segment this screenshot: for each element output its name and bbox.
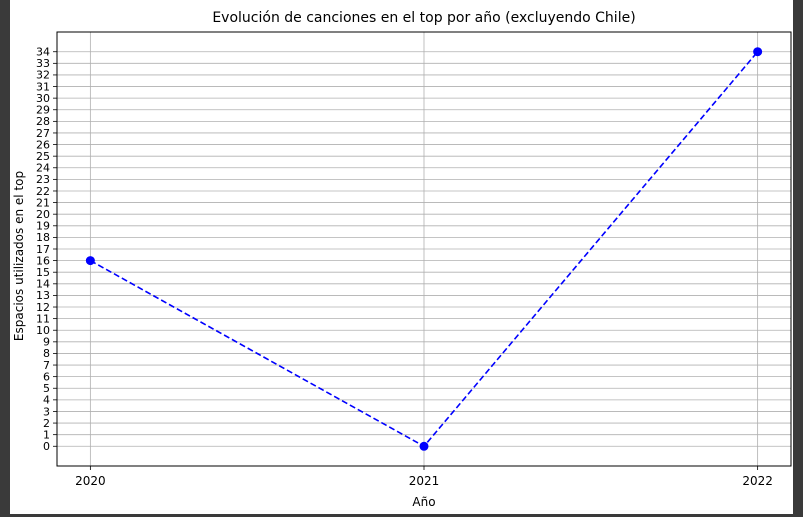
y-tick-label: 25 bbox=[36, 150, 50, 163]
y-axis-label: Espacios utilizados en el top bbox=[12, 171, 26, 341]
grid bbox=[57, 32, 791, 466]
y-tick-label: 9 bbox=[43, 336, 50, 349]
y-tick-label: 22 bbox=[36, 185, 50, 198]
y-tick-label: 33 bbox=[36, 57, 50, 70]
y-tick-label: 3 bbox=[43, 405, 50, 418]
y-tick-label: 2 bbox=[43, 417, 50, 430]
window-edge-right bbox=[793, 0, 803, 517]
y-tick-label: 1 bbox=[43, 428, 50, 441]
y-tick-label: 21 bbox=[36, 196, 50, 209]
x-axis-label: Año bbox=[412, 495, 435, 509]
y-tick-label: 14 bbox=[36, 278, 50, 291]
y-tick-label: 32 bbox=[36, 69, 50, 82]
y-tick-label: 29 bbox=[36, 104, 50, 117]
y-tick-label: 5 bbox=[43, 382, 50, 395]
x-tick-label: 2022 bbox=[742, 474, 773, 488]
y-tick-label: 17 bbox=[36, 243, 50, 256]
y-tick-label: 8 bbox=[43, 347, 50, 360]
y-tick-label: 13 bbox=[36, 289, 50, 302]
data-point bbox=[753, 47, 763, 57]
y-tick-label: 30 bbox=[36, 92, 50, 105]
axis-ticks: 0123456789101112131415161718192021222324… bbox=[36, 46, 773, 488]
y-tick-label: 26 bbox=[36, 138, 50, 151]
data-point bbox=[419, 441, 429, 451]
window-edge-left bbox=[0, 0, 10, 517]
y-tick-label: 16 bbox=[36, 254, 50, 267]
y-tick-label: 6 bbox=[43, 370, 50, 383]
chart-title: Evolución de canciones en el top por año… bbox=[212, 10, 635, 26]
y-tick-label: 0 bbox=[43, 440, 50, 453]
y-tick-label: 23 bbox=[36, 173, 50, 186]
y-tick-label: 19 bbox=[36, 220, 50, 233]
x-tick-label: 2020 bbox=[75, 474, 106, 488]
y-tick-label: 20 bbox=[36, 208, 50, 221]
data-point bbox=[85, 256, 95, 266]
y-tick-label: 18 bbox=[36, 231, 50, 244]
y-tick-label: 24 bbox=[36, 162, 50, 175]
y-tick-label: 27 bbox=[36, 127, 50, 140]
y-tick-label: 15 bbox=[36, 266, 50, 279]
x-tick-label: 2021 bbox=[409, 474, 440, 488]
y-tick-label: 31 bbox=[36, 80, 50, 93]
y-tick-label: 11 bbox=[36, 312, 50, 325]
y-tick-label: 28 bbox=[36, 115, 50, 128]
y-tick-label: 7 bbox=[43, 359, 50, 372]
y-tick-label: 10 bbox=[36, 324, 50, 337]
y-tick-label: 4 bbox=[43, 394, 50, 407]
y-tick-label: 12 bbox=[36, 301, 50, 314]
y-tick-label: 34 bbox=[36, 46, 50, 59]
window-edge-bottom bbox=[0, 514, 803, 517]
series bbox=[85, 47, 763, 451]
